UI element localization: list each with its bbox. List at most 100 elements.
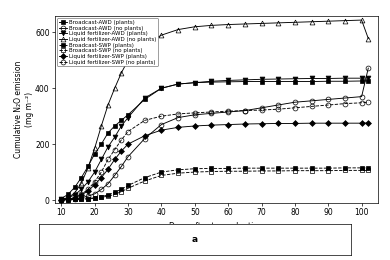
- Liquid fertilizer-SWP (plants): [112, 158, 117, 161]
- Liquid fertilizer-AWD (plants): [142, 96, 147, 100]
- Broadcast-AWD (no plants): [119, 165, 124, 168]
- Liquid fertilizer-AWD (plants): [72, 193, 77, 197]
- Broadcast-SWP (plants): [159, 171, 164, 174]
- Liquid fertilizer-SWP (no plants): [92, 180, 97, 183]
- Liquid fertilizer-AWD (no plants): [126, 59, 130, 62]
- Liquid fertilizer-AWD (no plants): [243, 22, 247, 25]
- Liquid fertilizer-AWD (plants): [326, 77, 331, 80]
- Broadcast-AWD (plants): [192, 81, 197, 84]
- Liquid fertilizer-AWD (plants): [292, 77, 297, 80]
- Liquid fertilizer-SWP (plants): [309, 122, 314, 125]
- Broadcast-SWP (no plants): [276, 169, 280, 172]
- Liquid fertilizer-SWP (plants): [59, 198, 64, 201]
- Liquid fertilizer-SWP (no plants): [86, 188, 90, 191]
- Liquid fertilizer-SWP (no plants): [142, 119, 147, 122]
- Broadcast-AWD (no plants): [309, 99, 314, 102]
- Broadcast-SWP (no plants): [209, 170, 214, 173]
- Broadcast-AWD (plants): [142, 98, 147, 101]
- Line: Liquid fertilizer-SWP (no plants): Liquid fertilizer-SWP (no plants): [59, 100, 371, 202]
- Broadcast-SWP (no plants): [106, 194, 110, 198]
- Liquid fertilizer-SWP (no plants): [259, 108, 264, 112]
- Line: Broadcast-AWD (plants): Broadcast-AWD (plants): [59, 79, 371, 201]
- Broadcast-AWD (plants): [79, 176, 83, 179]
- Broadcast-AWD (plants): [126, 113, 130, 116]
- Liquid fertilizer-SWP (no plants): [309, 105, 314, 108]
- Liquid fertilizer-AWD (no plants): [366, 37, 370, 40]
- Broadcast-SWP (no plants): [99, 196, 104, 199]
- X-axis label: Days after transplanting: Days after transplanting: [169, 222, 264, 231]
- Broadcast-AWD (no plants): [159, 123, 164, 126]
- Broadcast-SWP (no plants): [59, 198, 64, 202]
- Broadcast-SWP (no plants): [79, 198, 83, 201]
- Liquid fertilizer-SWP (plants): [276, 122, 280, 125]
- Liquid fertilizer-AWD (plants): [342, 77, 347, 80]
- Broadcast-SWP (no plants): [359, 169, 364, 172]
- Liquid fertilizer-SWP (no plants): [159, 115, 164, 118]
- Liquid fertilizer-SWP (plants): [209, 124, 214, 127]
- Liquid fertilizer-SWP (plants): [292, 122, 297, 125]
- Liquid fertilizer-SWP (no plants): [209, 110, 214, 114]
- Broadcast-SWP (plants): [326, 167, 331, 170]
- Broadcast-AWD (no plants): [99, 188, 104, 191]
- Broadcast-SWP (plants): [366, 166, 370, 170]
- Liquid fertilizer-AWD (plants): [112, 135, 117, 139]
- Broadcast-AWD (plants): [176, 82, 181, 86]
- Broadcast-SWP (no plants): [292, 169, 297, 172]
- Liquid fertilizer-AWD (plants): [59, 198, 64, 201]
- Broadcast-SWP (plants): [192, 167, 197, 170]
- Broadcast-AWD (plants): [92, 152, 97, 155]
- Broadcast-AWD (plants): [209, 81, 214, 84]
- Broadcast-SWP (plants): [99, 195, 104, 198]
- Broadcast-SWP (no plants): [309, 169, 314, 172]
- Liquid fertilizer-SWP (plants): [359, 122, 364, 125]
- Liquid fertilizer-SWP (plants): [66, 198, 70, 201]
- Liquid fertilizer-AWD (plants): [276, 77, 280, 81]
- Liquid fertilizer-AWD (plants): [119, 124, 124, 127]
- Line: Broadcast-SWP (no plants): Broadcast-SWP (no plants): [59, 168, 371, 203]
- Liquid fertilizer-SWP (plants): [106, 168, 110, 171]
- Liquid fertilizer-SWP (plants): [92, 183, 97, 186]
- Liquid fertilizer-AWD (no plants): [292, 21, 297, 24]
- Broadcast-AWD (no plants): [326, 98, 331, 101]
- Broadcast-SWP (plants): [92, 196, 97, 199]
- Broadcast-SWP (plants): [106, 193, 110, 197]
- Broadcast-SWP (plants): [126, 184, 130, 187]
- Broadcast-AWD (no plants): [176, 116, 181, 119]
- Liquid fertilizer-SWP (no plants): [126, 130, 130, 133]
- Broadcast-SWP (no plants): [243, 170, 247, 173]
- Liquid fertilizer-AWD (no plants): [112, 87, 117, 90]
- Broadcast-SWP (no plants): [92, 197, 97, 200]
- Liquid fertilizer-AWD (no plants): [209, 24, 214, 27]
- Liquid fertilizer-SWP (plants): [192, 124, 197, 127]
- Broadcast-AWD (no plants): [366, 67, 370, 70]
- Broadcast-SWP (plants): [59, 198, 64, 202]
- Broadcast-SWP (plants): [243, 167, 247, 170]
- Liquid fertilizer-AWD (plants): [126, 116, 130, 119]
- Broadcast-AWD (no plants): [112, 174, 117, 177]
- Broadcast-SWP (plants): [259, 167, 264, 170]
- Liquid fertilizer-AWD (no plants): [99, 124, 104, 127]
- Liquid fertilizer-SWP (plants): [366, 121, 370, 125]
- Broadcast-SWP (no plants): [112, 193, 117, 196]
- Broadcast-AWD (no plants): [276, 103, 280, 107]
- Liquid fertilizer-SWP (no plants): [112, 148, 117, 151]
- Broadcast-AWD (no plants): [259, 106, 264, 109]
- Legend: Broadcast-AWD (plants), Broadcast-AWD (no plants), Liquid fertilizer-AWD (plants: Broadcast-AWD (plants), Broadcast-AWD (n…: [57, 18, 158, 66]
- Liquid fertilizer-SWP (no plants): [276, 108, 280, 111]
- Liquid fertilizer-AWD (no plants): [119, 71, 124, 74]
- Liquid fertilizer-SWP (no plants): [342, 102, 347, 105]
- Liquid fertilizer-AWD (plants): [366, 76, 370, 80]
- Broadcast-AWD (no plants): [59, 198, 64, 202]
- Broadcast-AWD (plants): [366, 79, 370, 82]
- Broadcast-AWD (plants): [259, 80, 264, 83]
- Broadcast-AWD (plants): [159, 87, 164, 90]
- Liquid fertilizer-AWD (no plants): [176, 28, 181, 31]
- Broadcast-AWD (plants): [106, 131, 110, 134]
- Line: Liquid fertilizer-AWD (no plants): Liquid fertilizer-AWD (no plants): [59, 18, 371, 202]
- Liquid fertilizer-AWD (plants): [226, 79, 230, 82]
- Liquid fertilizer-AWD (plants): [176, 82, 181, 86]
- Liquid fertilizer-SWP (plants): [326, 122, 331, 125]
- Text: a: a: [192, 235, 198, 244]
- Broadcast-AWD (no plants): [142, 137, 147, 140]
- Broadcast-AWD (no plants): [66, 198, 70, 201]
